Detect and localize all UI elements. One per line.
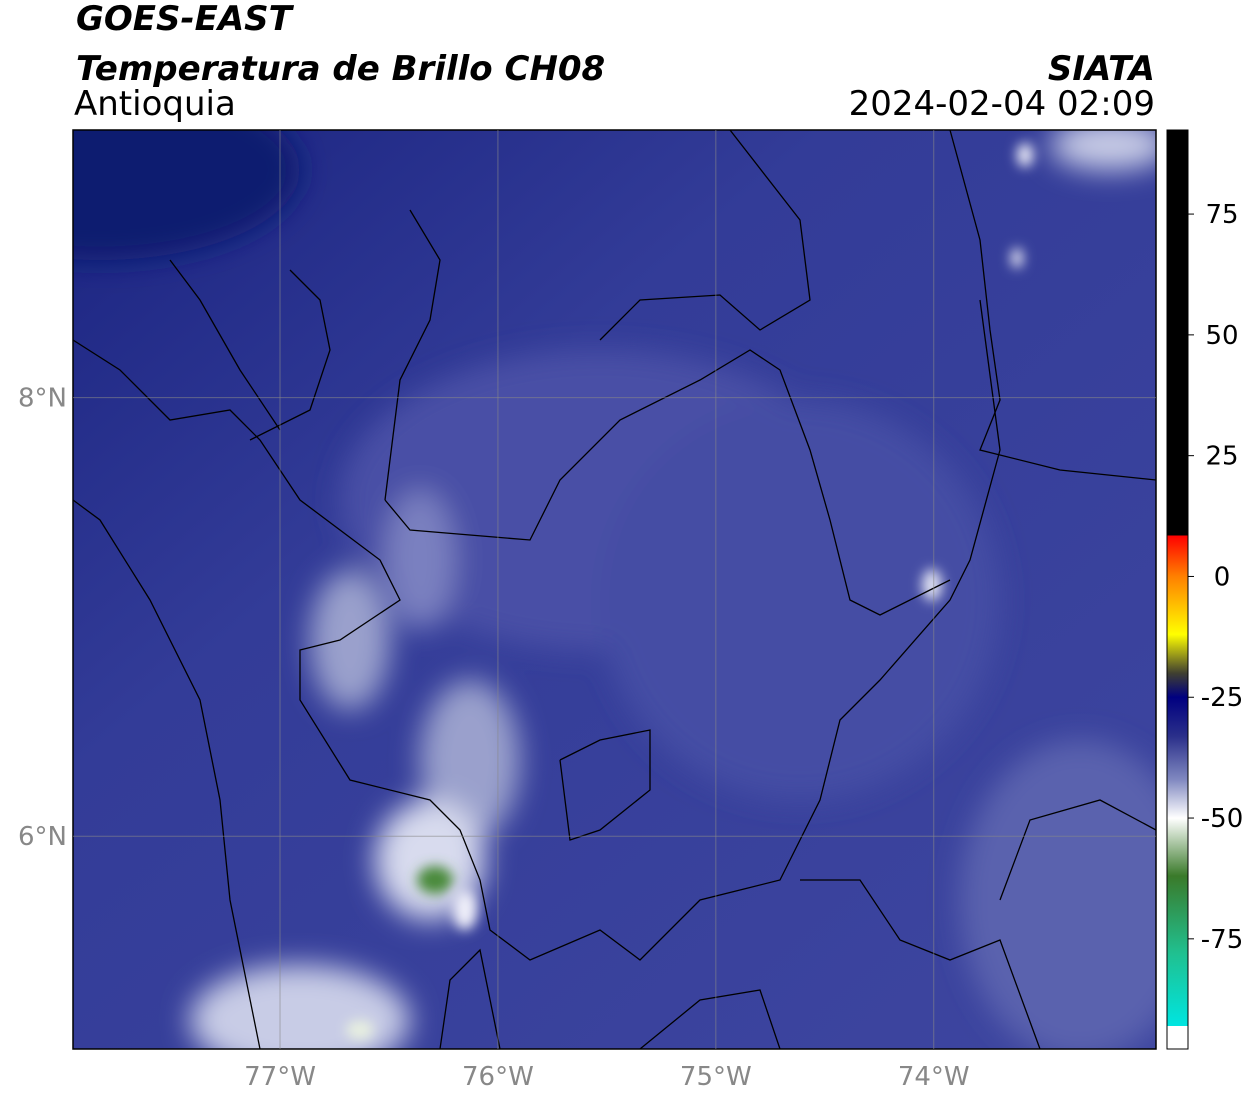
x-tick-label: 75°W <box>680 1062 752 1092</box>
colorbar-tick-label: 75 <box>1205 200 1238 230</box>
colorbar-tick-label: 0 <box>1214 562 1231 592</box>
y-tick-label: 6°N <box>18 822 67 852</box>
cold-cores <box>346 143 1033 1040</box>
colorbar-tick-label: -25 <box>1201 683 1243 713</box>
brand: SIATA <box>1048 49 1155 89</box>
colorbar-tick-label: -75 <box>1201 925 1243 955</box>
x-tick-label: 76°W <box>462 1062 534 1092</box>
colorbar-tick-label: -50 <box>1201 804 1243 834</box>
cloud-field <box>73 130 1156 1049</box>
region: Antioquia <box>74 84 236 124</box>
colorbar-tick-label: 25 <box>1205 442 1238 472</box>
x-tick-label: 77°W <box>244 1062 316 1092</box>
map-image <box>73 130 1156 1049</box>
datetime: 2024-02-04 02:09 <box>849 84 1155 124</box>
colorbar-tick-label: 50 <box>1205 321 1238 351</box>
map-frame <box>72 129 1157 1050</box>
y-tick-label: 8°N <box>18 384 67 414</box>
colorbar <box>1166 129 1189 1050</box>
x-tick-label: 74°W <box>898 1062 970 1092</box>
title: GOES-EAST <box>76 0 295 39</box>
product: Temperatura de Brillo CH08 <box>76 49 605 89</box>
